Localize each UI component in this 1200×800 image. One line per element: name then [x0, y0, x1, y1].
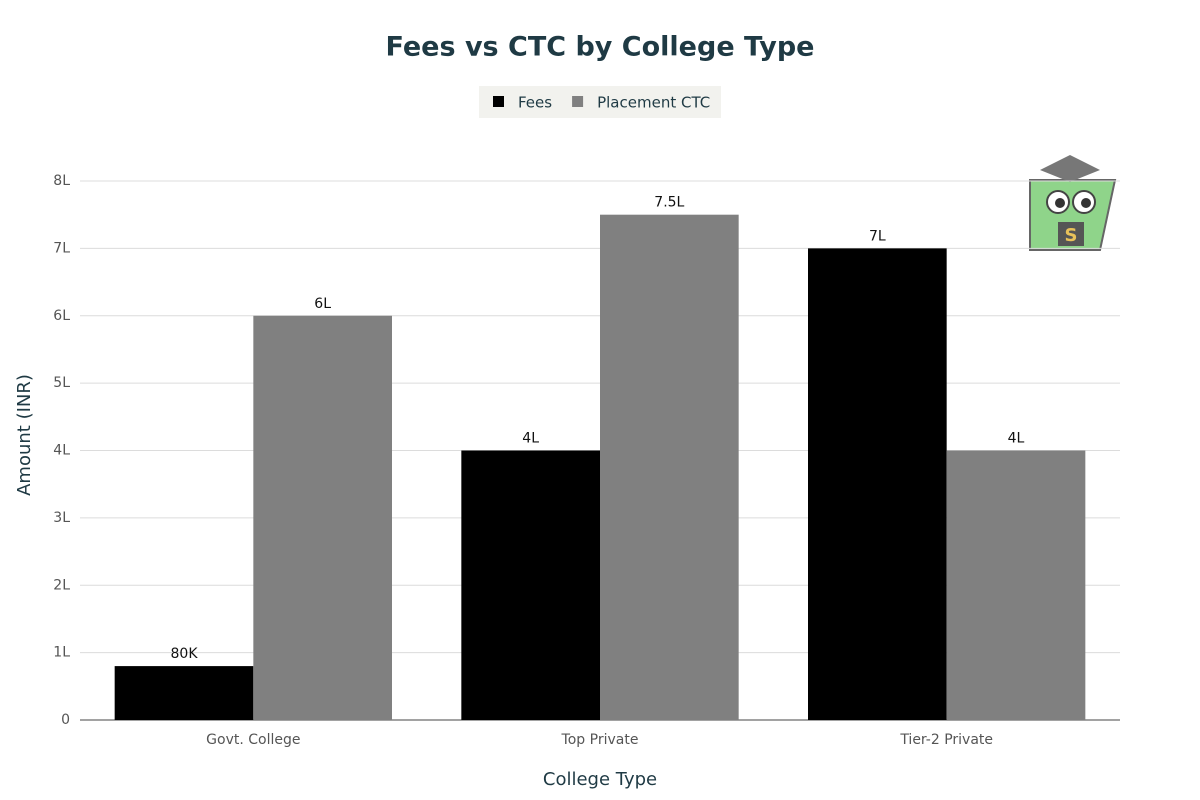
- legend-swatch: [493, 96, 504, 107]
- x-tick-label: Govt. College: [206, 732, 300, 748]
- y-tick-label: 1L: [53, 645, 70, 661]
- bar: [946, 450, 1086, 720]
- legend-label: Placement CTC: [597, 94, 710, 112]
- bar: [808, 248, 947, 720]
- y-tick-label: 2L: [53, 577, 70, 593]
- mascot: S: [1029, 155, 1117, 251]
- y-tick-label: 8L: [53, 173, 70, 189]
- bar: [600, 214, 739, 720]
- x-tick-label: Tier-2 Private: [899, 732, 993, 748]
- value-label: 6L: [314, 296, 331, 312]
- legend-label: Fees: [518, 94, 552, 112]
- legend-swatch: [572, 96, 584, 107]
- value-label: 4L: [522, 431, 539, 447]
- y-tick-label: 6L: [53, 308, 70, 324]
- y-axis-label: Amount (INR): [14, 374, 35, 496]
- y-tick-label: 7L: [53, 240, 70, 256]
- bar: [461, 450, 600, 720]
- value-label: 7.5L: [654, 195, 684, 211]
- chart-title: Fees vs CTC by College Type: [386, 32, 815, 63]
- y-tick-label: 5L: [53, 375, 70, 391]
- bar: [114, 666, 254, 720]
- y-tick-label: 3L: [53, 510, 70, 526]
- y-tick-label: 4L: [53, 443, 70, 459]
- value-label: 80K: [171, 646, 199, 662]
- x-axis-label: College Type: [543, 769, 657, 790]
- x-tick-label: Top Private: [561, 732, 639, 748]
- bar: [253, 315, 392, 720]
- value-label: 7L: [869, 228, 886, 244]
- y-tick-label: 0: [61, 712, 70, 728]
- value-label: 4L: [1008, 431, 1025, 447]
- legend-box: [479, 86, 721, 118]
- svg-text:S: S: [1065, 225, 1078, 246]
